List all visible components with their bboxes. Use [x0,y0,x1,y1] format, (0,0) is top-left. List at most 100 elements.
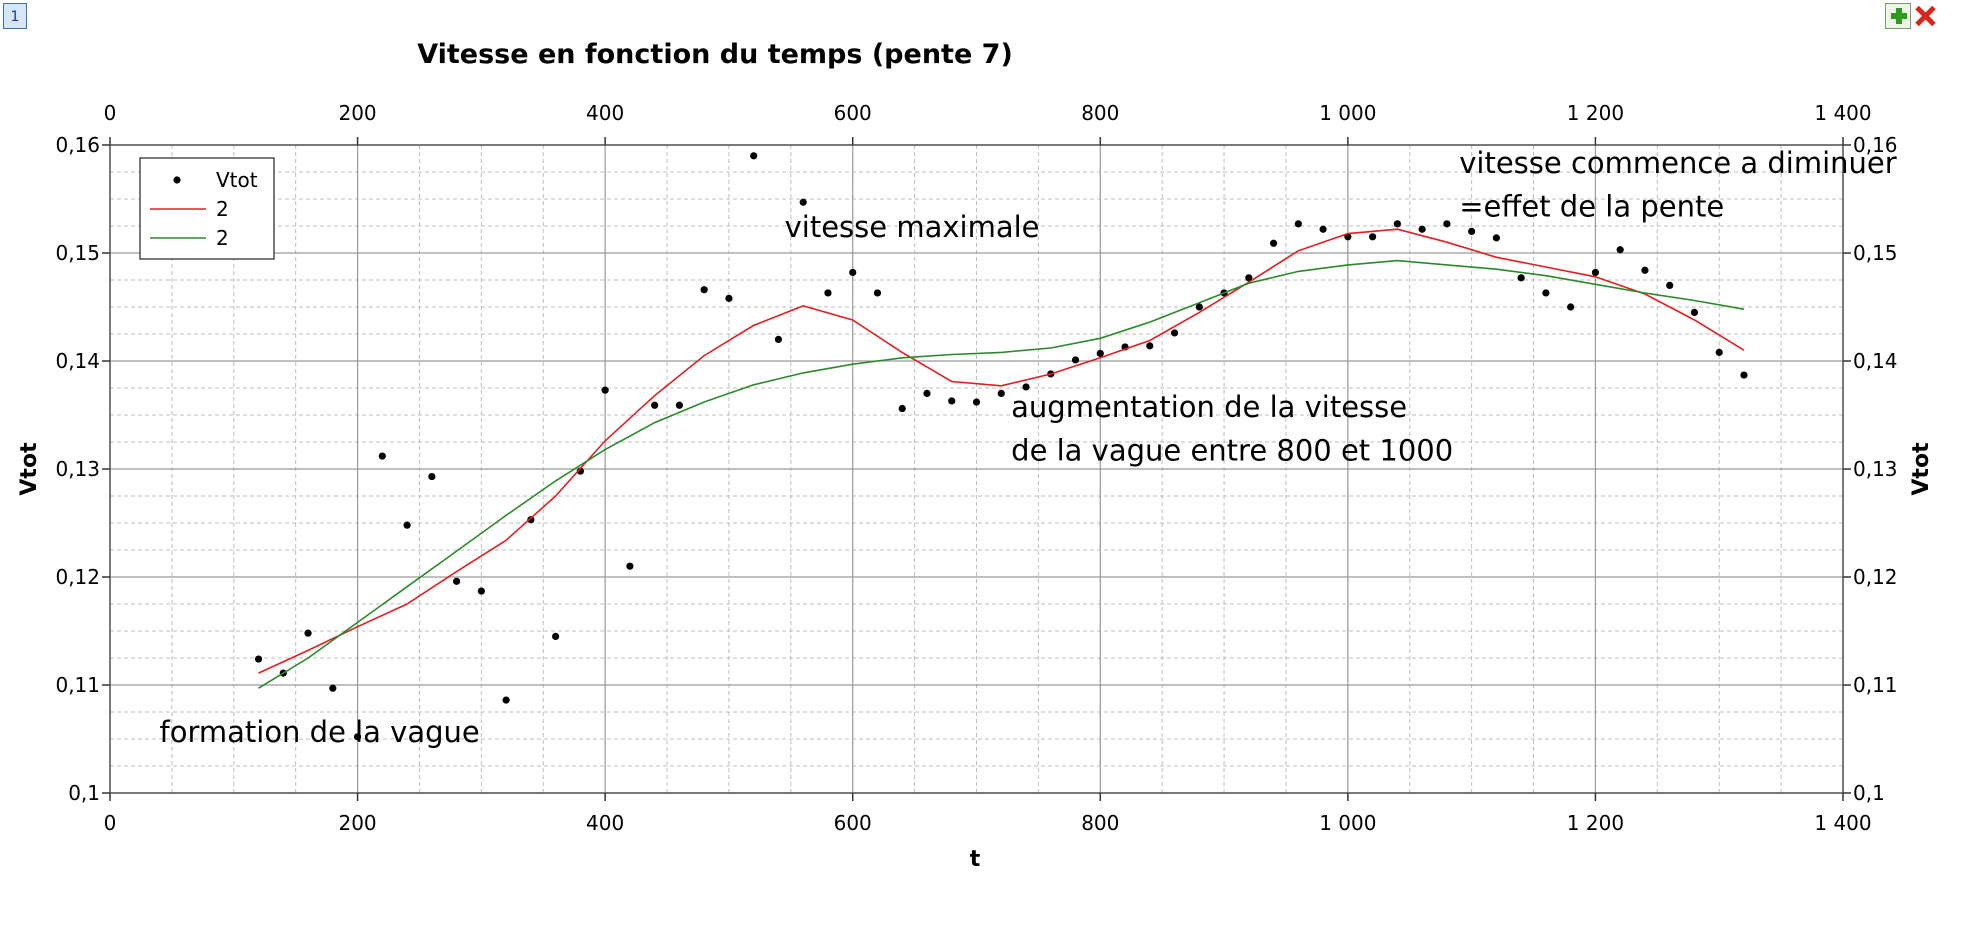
y-tick-label-right: 0,13 [1853,457,1898,481]
data-point [1096,349,1104,358]
data-point [1418,225,1426,233]
y-tick-label-left: 0,14 [55,349,100,373]
y-axis-label-left: Vtot [17,442,42,496]
data-point [601,386,609,394]
legend-entry: 2 [216,197,229,221]
y-tick-label-left: 0,13 [55,457,100,481]
data-point [799,198,807,206]
annotation-text: =effet de la pente [1459,189,1724,223]
y-tick-label-right: 0,11 [1853,673,1898,697]
data-point [1294,220,1302,228]
y-tick-label-right: 0,15 [1853,241,1898,265]
data-point [1517,274,1525,282]
plus-icon[interactable] [1885,3,1911,29]
x-axis-label: t [970,847,981,872]
y-tick-label-right: 0,16 [1853,133,1898,157]
x-tick-label-bottom: 200 [338,811,376,835]
series-line-1 [258,228,1745,674]
x-tick-label-top: 1 000 [1319,101,1376,125]
legend-entry: Vtot [216,168,258,192]
data-point [1666,281,1674,289]
data-point [453,577,461,585]
y-tick-label-left: 0,15 [55,241,100,265]
y-tick-label-left: 0,1 [68,781,100,805]
data-point [1369,233,1377,241]
data-point [502,696,510,704]
annotation-text: vitesse maximale [785,210,1040,244]
data-point [1468,227,1476,235]
data-point [527,516,535,524]
data-point [428,472,436,481]
y-axis-label-right: Vtot [1909,442,1934,496]
legend: Vtot 2 2 [139,157,275,260]
data-point [675,401,684,409]
annotations: vitesse maximale augmentation de la vites… [160,146,1897,749]
data-point [725,294,733,302]
data-point [329,684,337,692]
data-point [1022,383,1030,391]
x-tick-label-bottom: 1 400 [1814,811,1871,835]
data-point [552,632,560,641]
series-line-2 [258,259,1745,689]
y-tick-label-right: 0,14 [1853,349,1898,373]
data-point [403,521,411,529]
data-point [1319,225,1327,233]
data-point [1715,348,1723,356]
data-point [1616,246,1624,254]
data-point [353,733,362,741]
data-point [1542,289,1550,297]
data-point [651,401,659,409]
data-point [378,452,386,460]
annotation-text: formation de la vague [160,715,480,749]
y-tick-label-left: 0,11 [55,673,100,697]
x-tick-label-bottom: 400 [586,811,624,835]
x-tick-label-top: 600 [834,101,872,125]
legend-marker [173,176,181,184]
data-point [750,152,758,160]
data-point [1740,371,1748,379]
data-point [626,562,634,570]
x-tick-label-top: 1 400 [1814,101,1871,125]
tab-number-badge[interactable]: 1 [3,3,27,29]
data-point [1393,220,1401,228]
data-point [254,655,263,663]
data-point [1195,303,1203,311]
data-point [997,389,1005,397]
y-tick-label-right: 0,1 [1853,781,1885,805]
x-tick-label-top: 0 [104,101,117,125]
y-tick-label-left: 0,16 [55,133,100,157]
chart-title: Vitesse en fonction du temps (pente 7) [417,39,1013,70]
data-point [1492,234,1500,242]
data-point [948,397,956,405]
y-tick-label-left: 0,12 [55,565,100,589]
data-point [1146,342,1154,350]
x-tick-label-bottom: 800 [1081,811,1119,835]
data-point [923,389,931,397]
data-point [898,404,906,413]
data-point [1690,308,1699,316]
annotation-text: vitesse commence a diminuer [1459,146,1896,180]
data-point [1071,356,1080,364]
data-point [849,268,857,277]
x-tick-label-bottom: 600 [834,811,872,835]
annotation-text: augmentation de la vitesse [1011,390,1407,424]
data-point [304,629,312,637]
x-tick-label-bottom: 1 200 [1567,811,1624,835]
x-tick-label-bottom: 1 000 [1319,811,1376,835]
data-point [824,289,832,297]
annotation-text: de la vague entre 800 et 1000 [1011,433,1453,467]
data-point [1567,303,1575,311]
data-point [1591,268,1600,277]
data-point [873,289,882,297]
x-tick-label-top: 1 200 [1567,101,1624,125]
data-point [477,587,485,595]
y-tick-label-right: 0,12 [1853,565,1898,589]
data-point [972,398,981,406]
data-point [1443,220,1451,228]
data-point [774,335,783,343]
x-tick-label-top: 800 [1081,101,1119,125]
x-tick-label-top: 400 [586,101,624,125]
data-point [700,286,708,294]
data-point [1641,266,1649,274]
